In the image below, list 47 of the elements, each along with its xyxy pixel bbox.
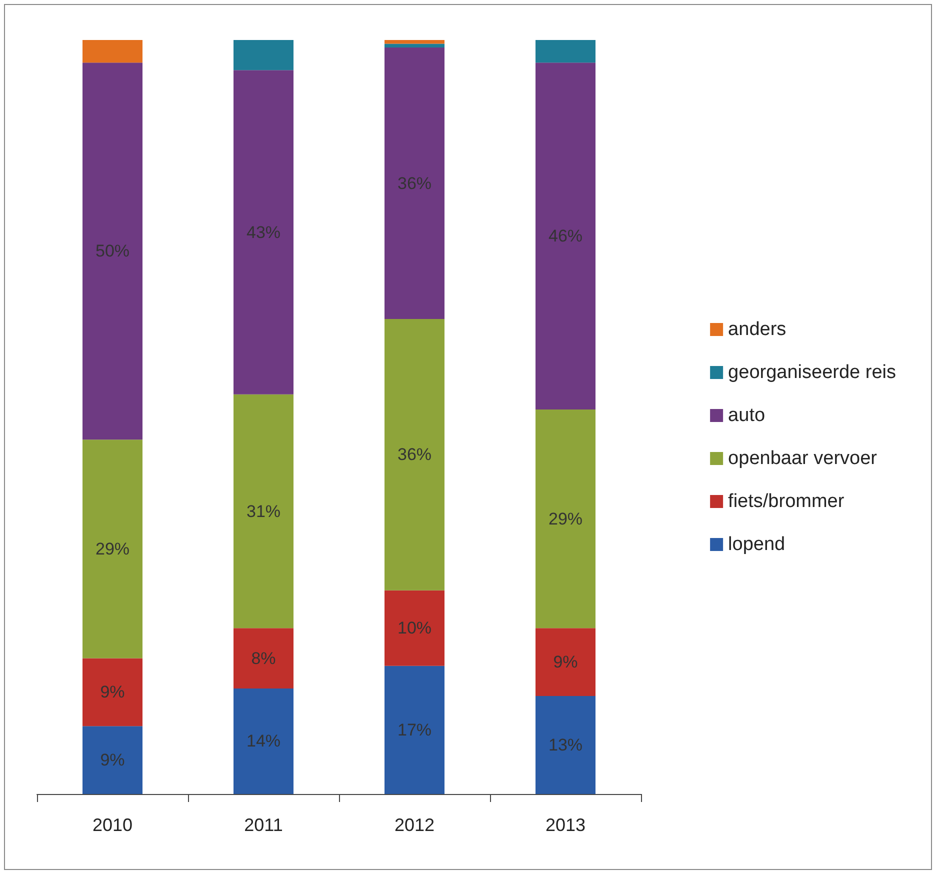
- x-tick-label: 2010: [92, 815, 133, 835]
- bar: [234, 688, 294, 794]
- x-tick-label: 2012: [394, 815, 435, 835]
- bar: [384, 44, 444, 48]
- data-label: 10%: [397, 618, 432, 638]
- bar: [536, 62, 596, 410]
- data-label: 31%: [246, 502, 281, 521]
- x-tick-label: 2011: [244, 815, 283, 835]
- legend-label: openbaar vervoer: [728, 448, 878, 469]
- bar: [536, 40, 596, 63]
- legend-label: auto: [728, 405, 766, 426]
- data-label: 9%: [100, 750, 125, 770]
- bar: [384, 48, 444, 319]
- data-label: 17%: [397, 720, 432, 740]
- data-label: 43%: [246, 222, 281, 242]
- data-label: 9%: [100, 682, 125, 702]
- data-label: 36%: [397, 174, 432, 193]
- bar: [82, 726, 142, 794]
- data-label: 29%: [548, 509, 583, 528]
- legend-label: fiets/brommer: [728, 491, 845, 512]
- data-label: 13%: [548, 735, 583, 754]
- bar: [536, 628, 596, 696]
- bar: [234, 40, 294, 70]
- bar: [234, 394, 294, 628]
- bar: [384, 590, 444, 666]
- bar: [384, 40, 444, 44]
- bar: [234, 70, 294, 394]
- bar: [536, 696, 596, 794]
- bar: [384, 318, 444, 590]
- bar: [82, 440, 142, 658]
- data-label: 29%: [95, 539, 130, 558]
- data-label: 9%: [553, 652, 578, 672]
- bar: [82, 40, 142, 63]
- data-label: 14%: [246, 732, 281, 751]
- legend-label: anders: [728, 319, 786, 340]
- legend-label: lopend: [728, 534, 786, 555]
- bar: [384, 666, 444, 794]
- data-label: 36%: [397, 445, 432, 464]
- x-tick-label: 2013: [545, 815, 586, 835]
- data-label: 46%: [548, 226, 583, 246]
- data-label: 50%: [95, 242, 130, 261]
- data-label: 8%: [251, 648, 276, 668]
- bar: [82, 62, 142, 440]
- legend-label: georganiseerde reis: [728, 362, 896, 383]
- bar: [82, 658, 142, 726]
- bar: [536, 409, 596, 628]
- bar: [234, 628, 294, 688]
